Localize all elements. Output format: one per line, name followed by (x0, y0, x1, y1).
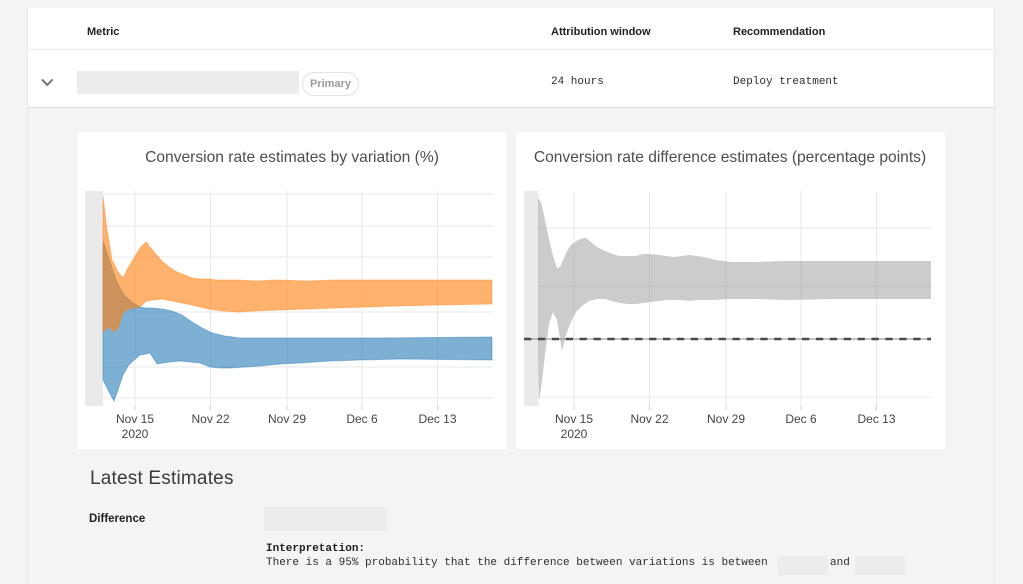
svg-text:Nov 15: Nov 15 (116, 412, 154, 426)
svg-text:Dec 6: Dec 6 (346, 412, 378, 426)
svg-text:Nov 22: Nov 22 (191, 412, 229, 426)
svg-text:Conversion rate difference est: Conversion rate difference estimates (pe… (534, 149, 926, 166)
svg-text:Nov 22: Nov 22 (630, 412, 668, 426)
svg-text:2020: 2020 (561, 427, 588, 441)
svg-text:Dec 13: Dec 13 (418, 412, 456, 426)
svg-text:Nov 15: Nov 15 (555, 412, 593, 426)
svg-text:Nov 29: Nov 29 (707, 412, 745, 426)
svg-text:Nov 29: Nov 29 (268, 412, 306, 426)
svg-text:Dec 13: Dec 13 (857, 412, 895, 426)
svg-text:2020: 2020 (122, 427, 149, 441)
svg-text:Conversion rate estimates by v: Conversion rate estimates by variation (… (145, 149, 439, 166)
svg-text:Dec 6: Dec 6 (785, 412, 817, 426)
